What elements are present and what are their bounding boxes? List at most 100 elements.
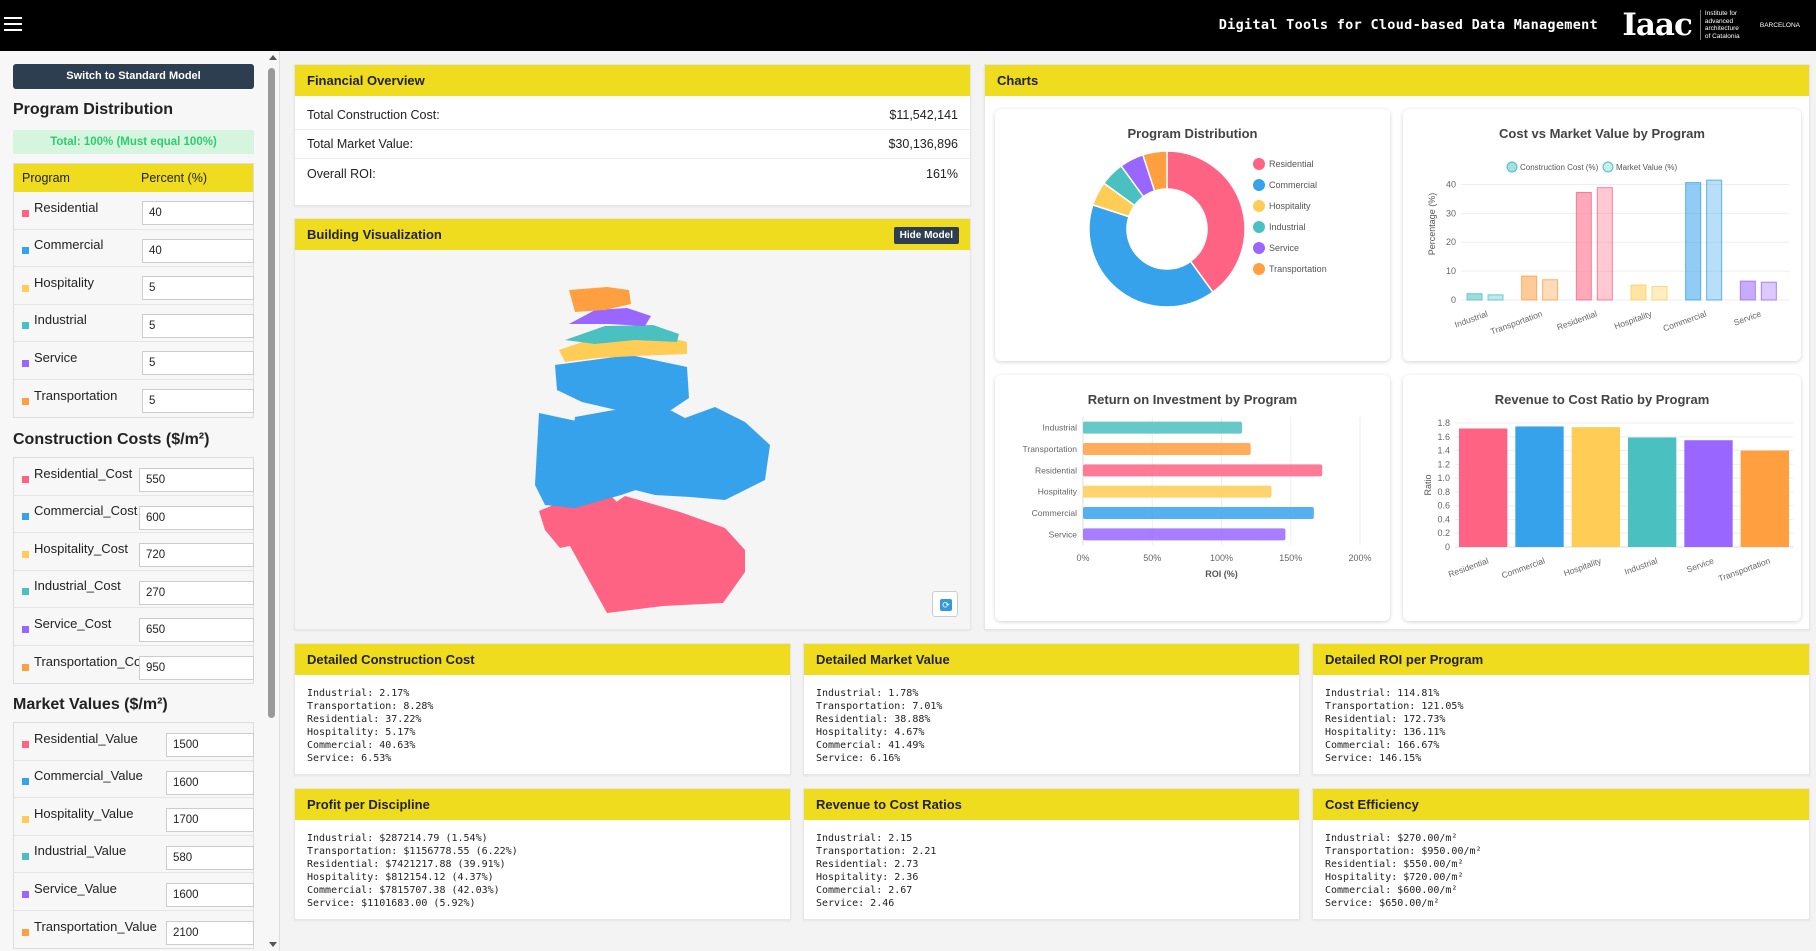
scroll-down-arrow-icon[interactable] [269,942,277,947]
logo-mark: Iaac [1622,7,1693,43]
sidebar-scrollbar[interactable] [267,53,277,949]
legend-swatch [1253,263,1265,275]
value-input[interactable] [142,276,254,300]
x-tick-label: Hospitality [1562,555,1603,578]
detail-line: Service: 146.15% [1325,753,1422,764]
bar [1706,179,1723,301]
color-swatch [22,588,29,596]
legend-swatch [1506,161,1518,173]
logo-sub-line: of Catalonia [1704,32,1740,40]
detail-line: Industrial: 1.78% [816,688,919,699]
row-label: Transportation_Value [34,918,157,934]
value-input[interactable] [142,351,254,375]
color-swatch [22,890,29,898]
color-swatch [22,625,29,633]
value-input[interactable] [142,201,254,225]
table-row: Industrial_Value [14,836,254,873]
bar [1083,507,1314,519]
y-tick-label: 10 [1446,266,1456,276]
table-row: Industrial [14,305,254,342]
program-distribution-heading: Program Distribution [13,101,174,118]
industrial-block [565,325,679,344]
program-table-header: Program Percent (%) [14,164,253,192]
y-axis-label: Ratio [1423,474,1433,495]
value-input[interactable] [142,313,254,338]
value-input[interactable] [166,733,254,757]
financial-overview-title: Financial Overview [295,65,970,96]
bar [1466,293,1483,301]
hide-model-button[interactable]: Hide Model [893,227,959,244]
value-input[interactable] [142,238,254,263]
scrollbar-thumb[interactable] [268,68,275,718]
top-bar: Digital Tools for Cloud-based Data Manag… [0,0,1816,51]
value-input[interactable] [166,920,254,945]
value-input[interactable] [139,580,254,605]
logo-city: BARCELONA [1759,21,1800,29]
detail-line: Hospitality: 2.36 [816,872,919,883]
y-tick-label: 0.6 [1437,501,1450,511]
detail-panel-market-value: Detailed Market Value Industrial: 1.78% T… [803,643,1300,775]
table-row: Service_Value [14,873,254,911]
financial-value: 161% [926,166,958,181]
color-swatch [22,778,29,786]
switch-model-button[interactable]: Switch to Standard Model [13,64,254,89]
value-input[interactable] [166,770,254,795]
x-tick-label: Commercial [1500,555,1546,580]
value-input[interactable] [139,468,254,492]
bar [1596,187,1613,301]
legend-label: Market Value (%) [1616,163,1678,172]
color-swatch [22,853,29,861]
logo-subtitle: Institute for advanced architecture of C… [1699,10,1750,40]
logo-sub-line: architecture [1704,25,1739,32]
detail-line: Commercial: 41.49% [816,740,925,751]
bar [1083,485,1272,498]
y-tick-label: 1.0 [1437,473,1450,483]
percent-column-header: Percent (%) [141,171,207,185]
program-table: Program Percent (%) Residential Commercia… [13,163,254,418]
table-row: Industrial_Cost [14,571,254,608]
building-3d-viewport[interactable]: ⟳ [295,250,970,629]
detail-panel-title: Profit per Discipline [295,789,790,820]
value-input[interactable] [166,845,254,870]
financial-label: Overall ROI: [307,166,376,181]
value-input[interactable] [139,618,254,642]
detail-line: Transportation: 2.21 [816,846,937,857]
detail-line: Hospitality: $812154.12 (4.37%) [307,872,494,883]
value-input[interactable] [166,808,254,832]
detail-line: Hospitality: 136.11% [1325,727,1446,738]
y-tick-label: 0.8 [1437,487,1450,497]
y-tick-label: 0.2 [1437,528,1450,538]
financial-row: Total Market Value: $30,136,896 [295,130,970,159]
bar [1685,182,1702,301]
bar [1571,427,1620,547]
scroll-up-arrow-icon[interactable] [269,55,277,60]
value-input[interactable] [139,543,254,567]
color-swatch [22,928,29,936]
x-tick-label: Service [1732,308,1762,327]
value-input[interactable] [142,388,254,413]
detail-line: Commercial: $600.00/m² [1325,885,1458,896]
detail-line: Industrial: 2.15 [816,833,913,844]
y-tick-label: 1.8 [1437,418,1450,428]
row-label: Residential_Value [34,730,138,746]
table-row: Transportation_Cost [14,646,254,684]
detail-line: Residential: 172.73% [1325,714,1446,725]
detail-line: Service: 2.46 [816,898,895,909]
hamburger-menu-icon[interactable] [4,14,22,34]
row-label: Industrial_Value [34,843,127,859]
reset-view-button[interactable]: ⟳ [932,591,958,617]
y-tick-label: 0 [1451,295,1456,305]
value-input[interactable] [166,883,254,907]
y-tick-label: 0.4 [1437,514,1450,524]
value-input[interactable] [139,655,254,680]
value-input[interactable] [139,505,254,530]
ratio-bar-chart: 0 0.2 0.4 0.6 0.8 1.0 1.2 1.4 1.6 1.8 Ratio Residen… [1423,418,1793,584]
detail-line: Residential: $550.00/m² [1325,859,1464,870]
detail-line: Commercial: 2.67 [816,885,913,896]
charts-title: Charts [985,65,1809,96]
color-swatch [22,322,29,330]
bar [1515,426,1564,547]
iaac-logo[interactable]: Iaac Institute for advanced architecture… [1622,6,1800,44]
row-label: Transportation_Cost [34,653,152,669]
table-row: Service_Cost [14,608,254,646]
